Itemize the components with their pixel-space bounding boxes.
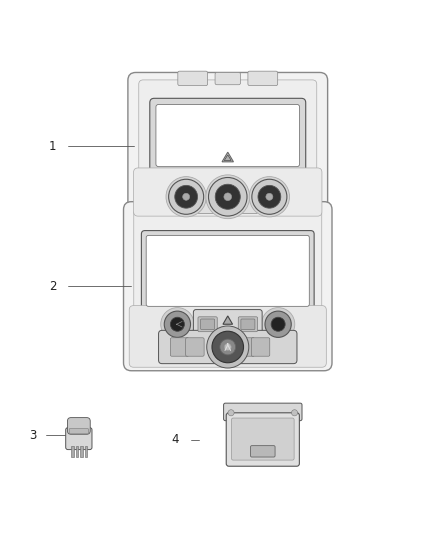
Circle shape bbox=[292, 410, 297, 416]
FancyBboxPatch shape bbox=[201, 319, 215, 329]
Circle shape bbox=[224, 343, 231, 351]
Circle shape bbox=[266, 193, 273, 200]
Text: 2: 2 bbox=[49, 280, 57, 293]
FancyBboxPatch shape bbox=[150, 98, 306, 173]
Circle shape bbox=[208, 177, 247, 216]
Polygon shape bbox=[223, 316, 233, 324]
FancyBboxPatch shape bbox=[215, 72, 240, 85]
FancyBboxPatch shape bbox=[251, 446, 275, 457]
FancyBboxPatch shape bbox=[251, 338, 270, 356]
FancyBboxPatch shape bbox=[139, 80, 317, 212]
FancyBboxPatch shape bbox=[198, 200, 219, 214]
FancyBboxPatch shape bbox=[226, 413, 299, 466]
FancyBboxPatch shape bbox=[198, 317, 217, 332]
Circle shape bbox=[252, 179, 287, 214]
Bar bbox=[80, 446, 83, 457]
Circle shape bbox=[271, 317, 285, 331]
Circle shape bbox=[183, 193, 190, 200]
Circle shape bbox=[249, 176, 290, 217]
FancyBboxPatch shape bbox=[128, 72, 328, 220]
Circle shape bbox=[258, 185, 281, 208]
FancyBboxPatch shape bbox=[236, 338, 254, 356]
Circle shape bbox=[228, 410, 234, 416]
FancyBboxPatch shape bbox=[178, 71, 208, 86]
FancyBboxPatch shape bbox=[176, 200, 197, 214]
FancyBboxPatch shape bbox=[156, 104, 300, 167]
Bar bbox=[71, 446, 74, 457]
FancyBboxPatch shape bbox=[186, 338, 204, 356]
FancyBboxPatch shape bbox=[259, 200, 280, 214]
Circle shape bbox=[212, 331, 244, 363]
Circle shape bbox=[169, 179, 204, 214]
FancyBboxPatch shape bbox=[124, 201, 332, 371]
Circle shape bbox=[207, 326, 249, 368]
FancyBboxPatch shape bbox=[134, 209, 322, 364]
Circle shape bbox=[220, 339, 236, 355]
FancyBboxPatch shape bbox=[231, 418, 294, 460]
Bar bbox=[76, 446, 78, 457]
FancyBboxPatch shape bbox=[170, 338, 189, 356]
Circle shape bbox=[265, 311, 291, 337]
Text: 1: 1 bbox=[49, 140, 57, 152]
Text: 4: 4 bbox=[171, 433, 179, 446]
Polygon shape bbox=[224, 155, 231, 160]
FancyBboxPatch shape bbox=[141, 231, 314, 311]
FancyBboxPatch shape bbox=[241, 319, 255, 329]
FancyBboxPatch shape bbox=[134, 168, 322, 216]
Circle shape bbox=[206, 175, 250, 219]
Circle shape bbox=[170, 317, 184, 331]
FancyBboxPatch shape bbox=[146, 236, 309, 306]
Text: 3: 3 bbox=[29, 429, 36, 442]
FancyBboxPatch shape bbox=[194, 310, 262, 339]
Circle shape bbox=[164, 311, 191, 337]
Circle shape bbox=[161, 308, 194, 341]
FancyBboxPatch shape bbox=[159, 330, 297, 364]
Circle shape bbox=[215, 184, 240, 209]
Circle shape bbox=[224, 193, 232, 200]
Circle shape bbox=[261, 308, 295, 341]
Polygon shape bbox=[222, 152, 233, 162]
FancyBboxPatch shape bbox=[69, 429, 88, 434]
Bar bbox=[85, 446, 87, 457]
FancyBboxPatch shape bbox=[129, 305, 326, 367]
FancyBboxPatch shape bbox=[248, 71, 278, 86]
Circle shape bbox=[166, 176, 206, 217]
FancyBboxPatch shape bbox=[66, 427, 92, 449]
FancyBboxPatch shape bbox=[220, 203, 236, 213]
FancyBboxPatch shape bbox=[223, 403, 302, 421]
FancyBboxPatch shape bbox=[67, 418, 90, 434]
FancyBboxPatch shape bbox=[238, 317, 258, 332]
FancyBboxPatch shape bbox=[237, 200, 258, 214]
Circle shape bbox=[175, 185, 198, 208]
